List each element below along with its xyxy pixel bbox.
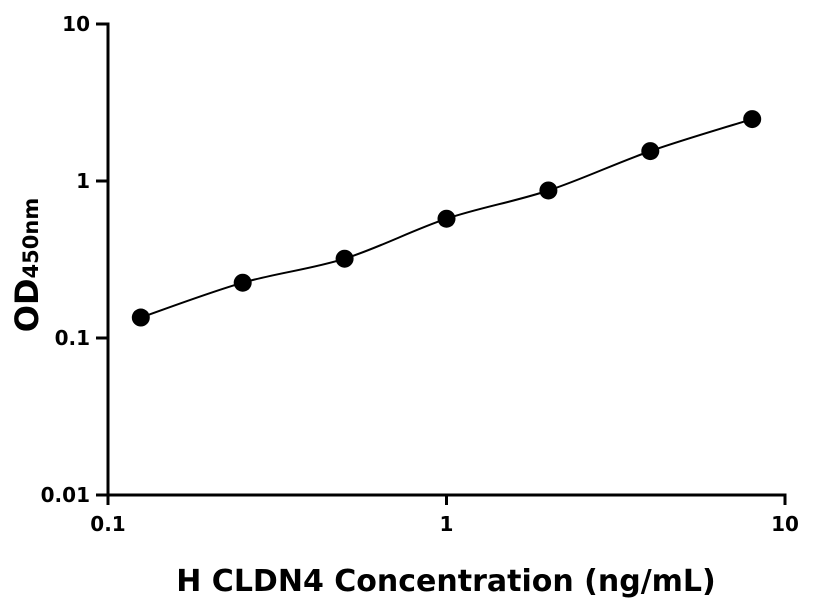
data-point — [233, 273, 252, 292]
axes — [106, 22, 787, 497]
x-tick-label: 10 — [771, 512, 799, 536]
y-tick-label: 1 — [76, 169, 90, 193]
data-point — [437, 209, 456, 228]
y-axis-title-subscript: 450nm — [19, 198, 43, 279]
data-point — [539, 181, 558, 200]
data-point — [641, 142, 660, 161]
y-tick-label: 10 — [62, 12, 90, 36]
data-point — [743, 110, 762, 129]
data-point — [335, 249, 354, 268]
x-axis-title: H CLDN4 Concentration (ng/mL) — [176, 564, 716, 599]
data-points-layer — [131, 110, 762, 327]
y-axis-title: OD450nm — [8, 198, 46, 332]
data-point — [131, 308, 150, 327]
y-axis-title-main: OD — [8, 278, 46, 332]
y-tick-label: 0.01 — [41, 483, 90, 507]
x-tick-label: 1 — [440, 512, 454, 536]
y-tick-label: 0.1 — [55, 326, 90, 350]
x-tick-label: 0.1 — [90, 512, 125, 536]
